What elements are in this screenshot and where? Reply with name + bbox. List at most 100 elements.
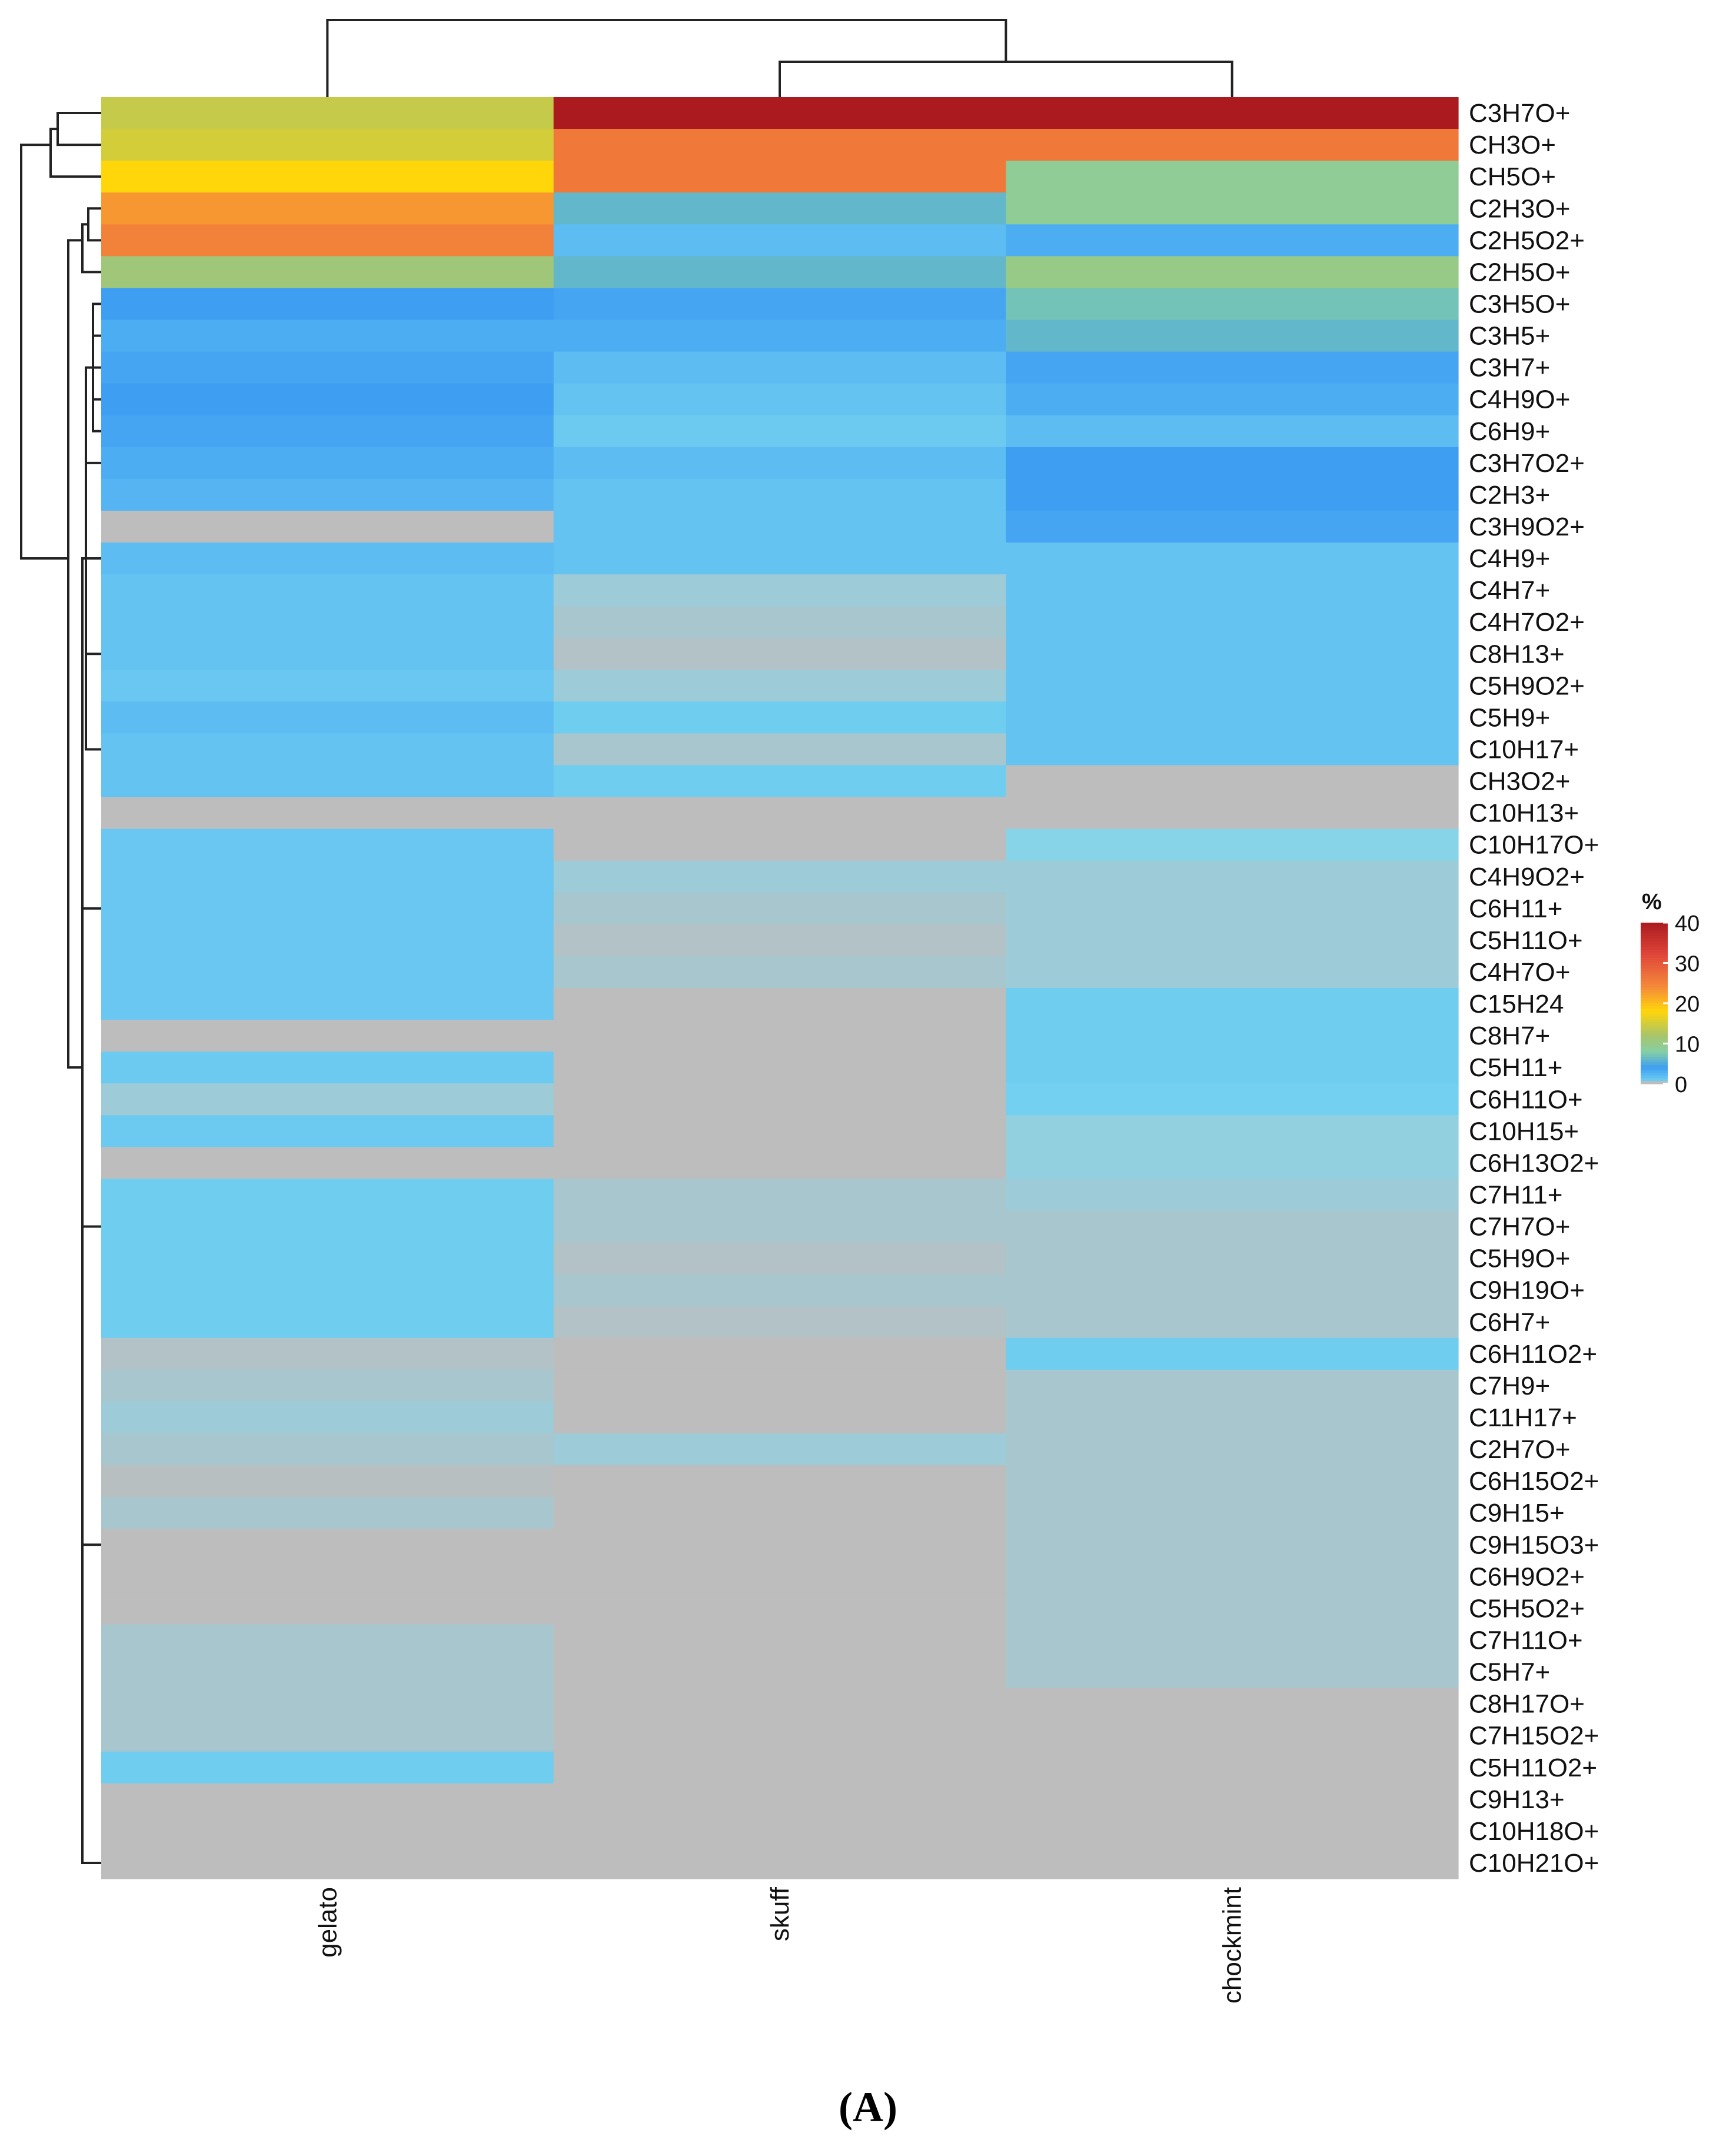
legend-color-step [1641,960,1668,964]
legend-color-step [1641,1043,1668,1047]
legend-color-step [1641,992,1668,996]
legend-color-step [1641,1021,1668,1026]
legend-color-step [1641,968,1668,971]
row-label: C6H11O+ [1469,1085,1583,1114]
heatmap-cell [1006,1210,1459,1243]
heatmap-cell [553,765,1006,798]
heatmap-cell [553,1083,1006,1116]
legend-color-step [1641,1073,1668,1076]
heatmap-cell [101,192,554,225]
row-label: C4H9O2+ [1469,863,1585,891]
heatmap-cell [553,733,1006,766]
heatmap-cell [1006,701,1459,734]
row-label: C4H9+ [1469,544,1550,573]
heatmap-cell [1006,670,1459,702]
dendrogram-branch [87,207,101,242]
row-label: C2H7O+ [1469,1435,1570,1464]
heatmap-cell [1006,415,1459,448]
heatmap-cell [1006,1115,1459,1147]
row-dendrogram [20,112,101,1864]
heatmap-cell [553,383,1006,416]
row-label: C9H15O3+ [1469,1530,1599,1559]
legend-color-step [1641,963,1668,966]
dendrogram-branch [56,112,101,147]
heatmap-cell [553,1306,1006,1339]
legend-color-step [1641,944,1668,947]
legend-color-step [1641,1057,1668,1060]
heatmap-cell [553,161,1006,193]
legend-color-step [1641,1059,1668,1063]
row-label: C3H5+ [1469,322,1550,351]
row-label: C10H18O+ [1469,1817,1599,1846]
row-label: C5H11O+ [1469,926,1583,955]
legend-color-step [1641,1062,1668,1066]
legend-color-step [1641,1011,1668,1014]
row-label: C3H5O+ [1469,289,1570,318]
legend-color-step [1641,995,1668,999]
heatmap-cell [1006,1179,1459,1212]
heatmap-cell [101,510,554,543]
row-label: C7H15O2+ [1469,1722,1599,1751]
heatmap-cell [553,447,1006,480]
heatmap-cell [553,1210,1006,1243]
heatmap-cell [101,256,554,289]
heatmap-cell [101,1783,554,1816]
dendrogram-branch [67,239,82,1069]
row-label: C7H11+ [1469,1180,1562,1209]
heatmap-cell [1006,797,1459,830]
row-label: C3H7O2+ [1469,449,1585,478]
heatmap-cell [1006,1497,1459,1529]
heatmap-cell [553,192,1006,225]
heatmap-cell [1006,1147,1459,1180]
heatmap-cell [553,956,1006,989]
heatmap-cell [1006,1051,1459,1084]
row-label: C8H7+ [1469,1021,1550,1050]
row-label: C2H5O+ [1469,258,1570,287]
heatmap-cell [101,415,554,448]
heatmap-cell [553,860,1006,893]
heatmap-cell [101,1465,554,1498]
legend-color-step [1641,1019,1668,1023]
row-label: C7H9+ [1469,1372,1550,1400]
heatmap-cell [101,988,554,1020]
dendrogram-branch [20,144,68,560]
heatmap-cell [1006,1337,1459,1370]
legend-color-step [1641,1078,1668,1082]
row-label: C4H7O2+ [1469,608,1585,637]
heatmap-cell [553,415,1006,448]
heatmap-cell [553,1051,1006,1084]
heatmap-cell [1006,1433,1459,1466]
heatmap-cell [553,97,1006,129]
column-labels: gelato skuff chockmint [313,1886,1246,2004]
legend-color-step [1641,966,1668,969]
legend-color-step [1641,1051,1668,1055]
heatmap-cell [101,1020,554,1052]
heatmap-cell [1006,924,1459,957]
row-label: C11H17+ [1469,1403,1577,1432]
heatmap-cell [553,1147,1006,1180]
row-label: C6H9O2+ [1469,1562,1585,1591]
heatmap-cell [1006,1846,1459,1879]
heatmap-cell [101,1083,554,1116]
heatmap-cell [1006,478,1459,511]
legend-color-step [1641,1027,1668,1031]
heatmap-cell [1006,1783,1459,1816]
heatmap-cell [1006,447,1459,480]
heatmap-cell [553,606,1006,638]
heatmap-cell [101,129,554,161]
legend-color-step [1641,997,1668,1001]
legend-color-step [1641,1040,1668,1044]
heatmap-cell [553,701,1006,734]
heatmap-cell [553,1719,1006,1752]
row-labels: C3H7O+ CH3O+ CH5O+ C2H3O+ C2H5O2+ C2H5O+C3H5O… [1469,99,1599,1878]
heatmap-cell [101,638,554,670]
heatmap-cell [101,892,554,925]
heatmap-cell [101,478,554,511]
heatmap-cell [101,383,554,416]
row-label: C10H13+ [1469,799,1579,828]
heatmap-cell [101,1688,554,1721]
legend-color-step [1641,973,1668,977]
heatmap-cell [553,351,1006,384]
heatmap-cell [1006,733,1459,766]
